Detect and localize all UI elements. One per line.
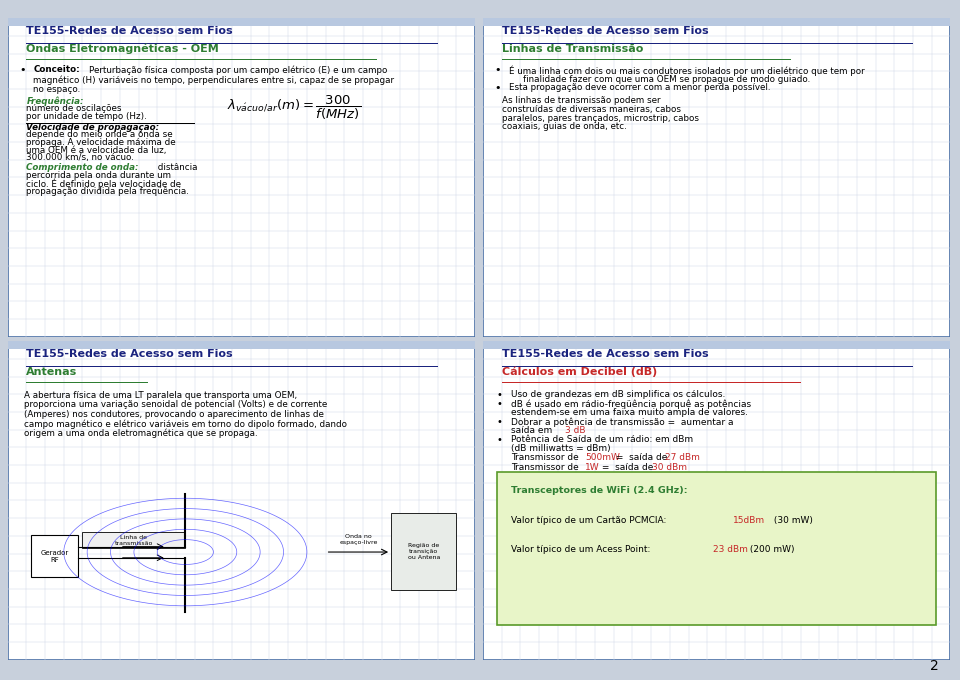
- Text: distância: distância: [155, 163, 198, 172]
- Bar: [31, 535, 78, 577]
- Text: saída em: saída em: [511, 426, 555, 435]
- Text: Linhas de Transmissão: Linhas de Transmissão: [501, 44, 643, 54]
- Text: TE155-Redes de Acesso sem Fios: TE155-Redes de Acesso sem Fios: [501, 26, 708, 36]
- Bar: [501, 58, 791, 60]
- Text: Dobrar a potência de transmissão =  aumentar a: Dobrar a potência de transmissão = aumen…: [511, 417, 733, 426]
- Text: finalidade fazer com que uma OEM se propague de modo guiado.: finalidade fazer com que uma OEM se prop…: [522, 75, 810, 84]
- Text: Velocidade de propagação:: Velocidade de propagação:: [26, 123, 159, 132]
- Text: 15dBm: 15dBm: [733, 516, 765, 526]
- Text: TE155-Redes de Acesso sem Fios: TE155-Redes de Acesso sem Fios: [501, 349, 708, 359]
- Bar: [26, 58, 377, 60]
- Text: Onda no
espaço-livre: Onda no espaço-livre: [339, 534, 377, 545]
- Text: Cálculos em Decibel (dB): Cálculos em Decibel (dB): [501, 367, 657, 377]
- Text: 300.000 km/s, no vácuo.: 300.000 km/s, no vácuo.: [26, 153, 134, 163]
- Text: •: •: [497, 435, 503, 445]
- Bar: [501, 43, 913, 44]
- Text: TE155-Redes de Acesso sem Fios: TE155-Redes de Acesso sem Fios: [26, 349, 233, 359]
- Text: Uso de grandezas em dB simplifica os cálculos.: Uso de grandezas em dB simplifica os cál…: [511, 390, 726, 398]
- Text: (200 mW): (200 mW): [747, 545, 795, 554]
- Bar: [483, 18, 950, 27]
- Text: 1W: 1W: [585, 463, 599, 472]
- Text: Região de
transição
ou Antena: Região de transição ou Antena: [408, 543, 440, 560]
- Text: Transmissor de: Transmissor de: [511, 463, 582, 472]
- Bar: [26, 366, 438, 367]
- Text: A abertura física de uma LT paralela que transporta uma OEM,: A abertura física de uma LT paralela que…: [24, 391, 298, 400]
- Text: depende do meio onde a onda se: depende do meio onde a onda se: [26, 131, 173, 139]
- Text: dB é usado em rádio-freqüência porquê as potências: dB é usado em rádio-freqüência porquê as…: [511, 399, 751, 409]
- Text: ciclo. É definido pela velocidade de: ciclo. É definido pela velocidade de: [26, 178, 181, 189]
- Text: =  saída de: = saída de: [599, 463, 656, 472]
- Text: coaxiais, guias de onda, etc.: coaxiais, guias de onda, etc.: [501, 122, 626, 131]
- Bar: [8, 341, 475, 350]
- Text: número de oscilações: número de oscilações: [26, 104, 122, 114]
- Text: no espaço.: no espaço.: [34, 84, 81, 94]
- Text: Transmissor de: Transmissor de: [511, 454, 582, 462]
- Text: Transceptores de WiFi (2.4 GHz):: Transceptores de WiFi (2.4 GHz):: [511, 486, 687, 495]
- Text: propagação dividida pela freqüência.: propagação dividida pela freqüência.: [26, 186, 189, 196]
- Text: uma OEM é a velocidade da luz,: uma OEM é a velocidade da luz,: [26, 146, 167, 154]
- Bar: [483, 341, 950, 350]
- Text: (30 mW): (30 mW): [771, 516, 813, 526]
- Text: •: •: [19, 65, 26, 75]
- Text: por unidade de tempo (Hz).: por unidade de tempo (Hz).: [26, 112, 147, 121]
- Text: Gerador
RF: Gerador RF: [40, 549, 68, 562]
- Text: TE155-Redes de Acesso sem Fios: TE155-Redes de Acesso sem Fios: [26, 26, 233, 36]
- Text: Comprimento de onda:: Comprimento de onda:: [26, 163, 139, 172]
- Bar: [83, 532, 185, 548]
- FancyBboxPatch shape: [497, 472, 936, 625]
- Text: 30 dBm: 30 dBm: [652, 463, 687, 472]
- Text: propaga. A velocidade máxima de: propaga. A velocidade máxima de: [26, 138, 176, 147]
- Text: Linha de
transmissão: Linha de transmissão: [115, 535, 153, 545]
- Text: $\lambda_{v\acute{a}cuo/ar}(m) = \dfrac{300}{f(MHz)}$: $\lambda_{v\acute{a}cuo/ar}(m) = \dfrac{…: [228, 94, 362, 122]
- Text: percorrida pela onda durante um: percorrida pela onda durante um: [26, 171, 172, 180]
- Text: •: •: [494, 65, 501, 75]
- Text: •: •: [497, 417, 503, 427]
- Bar: [391, 513, 457, 590]
- Text: Valor típico de um Acess Point:: Valor típico de um Acess Point:: [511, 545, 653, 554]
- Bar: [26, 381, 148, 383]
- Text: Esta propagação deve ocorrer com a menor perda possível.: Esta propagação deve ocorrer com a menor…: [509, 83, 770, 92]
- Text: 3 dB: 3 dB: [564, 426, 586, 435]
- Text: Perturbação física composta por um campo elétrico (E) e um campo: Perturbação física composta por um campo…: [89, 65, 388, 75]
- Text: campo magnético e elétrico variáveis em torno do dipolo formado, dando: campo magnético e elétrico variáveis em …: [24, 420, 348, 429]
- Bar: [8, 18, 475, 27]
- Text: As linhas de transmissão podem ser: As linhas de transmissão podem ser: [501, 97, 660, 105]
- Bar: [501, 381, 801, 383]
- Text: Valor típico de um Cartão PCMCIA:: Valor típico de um Cartão PCMCIA:: [511, 516, 669, 526]
- Text: origem a uma onda eletromagnética que se propaga.: origem a uma onda eletromagnética que se…: [24, 429, 257, 439]
- Text: Potência de Saída de um rádio: em dBm: Potência de Saída de um rádio: em dBm: [511, 435, 693, 444]
- Text: (dB milliwatts = dBm): (dB milliwatts = dBm): [511, 444, 611, 453]
- Text: Antenas: Antenas: [26, 367, 78, 377]
- Text: proporciona uma variação senoidal de potencial (Volts) e de corrente: proporciona uma variação senoidal de pot…: [24, 401, 327, 409]
- Text: magnético (H) variáveis no tempo, perpendiculares entre si, capaz de se propagar: magnético (H) variáveis no tempo, perpen…: [34, 75, 395, 84]
- Text: •: •: [497, 390, 503, 400]
- Bar: [501, 366, 913, 367]
- Text: 27 dBm: 27 dBm: [665, 454, 700, 462]
- Text: 2: 2: [930, 659, 939, 673]
- Text: 500mW: 500mW: [585, 454, 619, 462]
- Text: É uma linha com dois ou mais condutores isolados por um dielétrico que tem por: É uma linha com dois ou mais condutores …: [509, 65, 864, 76]
- Text: 23 dBm: 23 dBm: [713, 545, 748, 554]
- Text: Ondas Eletromagnéticas - OEM: Ondas Eletromagnéticas - OEM: [26, 44, 219, 54]
- Text: Conceito:: Conceito:: [34, 65, 80, 74]
- Text: •: •: [497, 399, 503, 409]
- Text: Frequência:: Frequência:: [26, 96, 84, 105]
- Bar: [26, 43, 438, 44]
- Text: (Amperes) nos condutores, provocando o aparecimento de linhas de: (Amperes) nos condutores, provocando o a…: [24, 410, 324, 419]
- Text: paralelos, pares trançados, microstrip, cabos: paralelos, pares trançados, microstrip, …: [501, 114, 699, 122]
- Text: =  saída de: = saída de: [612, 454, 670, 462]
- Text: construídas de diversas maneiras, cabos: construídas de diversas maneiras, cabos: [501, 105, 681, 114]
- Text: •: •: [494, 83, 501, 93]
- Text: estendem-se em uma faixa muito ampla de valores.: estendem-se em uma faixa muito ampla de …: [511, 408, 748, 418]
